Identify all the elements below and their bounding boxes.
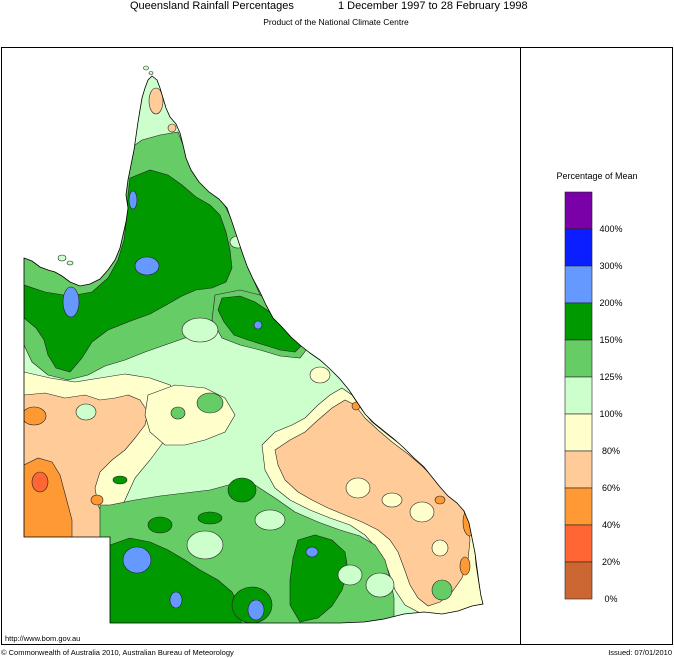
region-150-200-spot-g bbox=[227, 477, 257, 503]
island-cape-b bbox=[148, 71, 154, 75]
region-150-200-south-central bbox=[289, 534, 349, 623]
legend-label: 150% bbox=[599, 335, 622, 345]
island-gulf-b bbox=[66, 260, 74, 266]
region-200-300-spot-b bbox=[62, 286, 80, 318]
legend-swatch-80-100 bbox=[564, 413, 593, 452]
legend-swatch-400-plus bbox=[564, 191, 593, 230]
copyright-notice: © Commonwealth of Australia 2010, Austra… bbox=[1, 648, 234, 657]
region-80-100-east-hole-d bbox=[431, 539, 449, 557]
legend-swatch-200-300 bbox=[564, 265, 593, 304]
region-60-80-cape-spot bbox=[148, 87, 164, 115]
legend-label: 60% bbox=[602, 483, 620, 493]
legend-label: 100% bbox=[599, 409, 622, 419]
region-100-125-west-patch bbox=[75, 403, 97, 421]
legend-label: 125% bbox=[599, 372, 622, 382]
region-200-300-south-spot-b bbox=[169, 591, 183, 609]
region-100-125-south-patch-a bbox=[186, 530, 224, 560]
region-80-100-east-hole-c bbox=[409, 501, 435, 523]
region-60-80-cape-dot bbox=[167, 123, 177, 133]
legend-swatch-60-80 bbox=[564, 450, 593, 489]
region-200-300-spot-c bbox=[128, 190, 138, 210]
region-40-60-coast-b bbox=[459, 556, 471, 576]
map-subtitle: Product of the National Climate Centre bbox=[263, 17, 409, 27]
region-125-150-central-patch bbox=[196, 392, 224, 414]
region-200-300-spot-d bbox=[253, 320, 263, 330]
region-40-60-coast-d bbox=[351, 401, 361, 411]
island-gulf-a bbox=[57, 254, 67, 262]
issued-date: Issued: 07/01/2010 bbox=[608, 648, 672, 657]
region-125-150-southeast-patch bbox=[431, 579, 453, 601]
region-150-200-gulf bbox=[24, 169, 233, 373]
region-40-60-coast-a bbox=[462, 507, 478, 537]
legend-label: 80% bbox=[602, 446, 620, 456]
legend: Percentage of Mean 400% 300% 200% 150% 1… bbox=[556, 171, 637, 604]
region-20-40-spot bbox=[31, 471, 49, 493]
source-url: http://www.bom.gov.au bbox=[5, 634, 80, 643]
region-100-125-south-patch-d bbox=[365, 572, 395, 598]
rainfall-regions bbox=[24, 87, 483, 623]
region-100-125-coastal-patch bbox=[229, 235, 247, 249]
legend-swatch-100-125 bbox=[564, 376, 593, 415]
region-40-60-coast-c bbox=[434, 495, 446, 505]
region-80-100-coastal-patch bbox=[309, 366, 331, 384]
legend-title: Percentage of Mean bbox=[556, 171, 637, 181]
legend-label: 400% bbox=[599, 224, 622, 234]
region-100-125-inland-patch bbox=[181, 317, 219, 343]
legend-swatch-150-200 bbox=[564, 302, 593, 341]
region-40-60-west-spot bbox=[24, 406, 47, 426]
legend-label: 300% bbox=[599, 261, 622, 271]
legend-label: 40% bbox=[602, 520, 620, 530]
legend-swatch-300-400 bbox=[564, 228, 593, 267]
region-150-200-spot-h bbox=[112, 475, 128, 485]
region-200-300-spot-a bbox=[134, 256, 160, 276]
region-40-60-spot-b bbox=[90, 494, 104, 506]
region-100-125-south-patch-c bbox=[254, 509, 286, 531]
legend-label: 20% bbox=[602, 557, 620, 567]
legend-swatch-125-150 bbox=[564, 339, 593, 378]
legend-swatch-0-20 bbox=[564, 561, 593, 600]
legend-swatch-40-60 bbox=[564, 487, 593, 526]
region-200-300-south-spot-d bbox=[247, 599, 265, 621]
map-frame bbox=[1, 47, 673, 645]
island-cape-a bbox=[143, 65, 149, 71]
map-period: 1 December 1997 to 28 February 1998 bbox=[338, 0, 528, 12]
region-80-100-east-hole-b bbox=[381, 492, 403, 508]
region-100-125-south-patch-b bbox=[337, 564, 363, 586]
legend-label: 0% bbox=[604, 594, 617, 604]
region-200-300-south-spot-c bbox=[305, 546, 319, 558]
queensland-outline bbox=[23, 75, 484, 624]
region-200-300-south-spot-a bbox=[122, 546, 152, 574]
region-80-100-east-hole-a bbox=[345, 477, 371, 499]
legend-swatch-20-40 bbox=[564, 524, 593, 563]
map-title: Queensland Rainfall Percentages bbox=[130, 0, 294, 12]
legend-label: 200% bbox=[599, 298, 622, 308]
region-150-200-spot-e bbox=[147, 516, 173, 534]
region-150-200-spot-f bbox=[197, 511, 223, 525]
region-125-150-central-dot bbox=[170, 406, 186, 420]
